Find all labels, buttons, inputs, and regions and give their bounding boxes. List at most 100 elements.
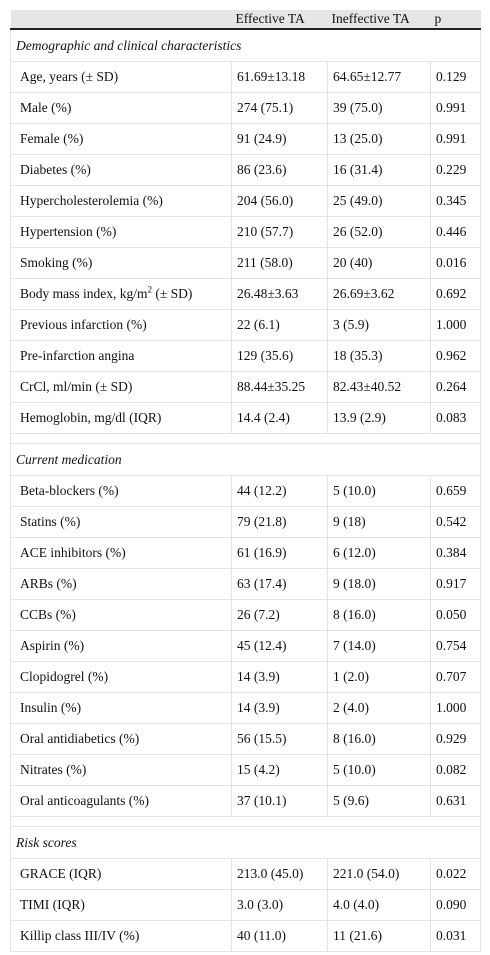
ineffective-ta-value: 16 (31.4) — [327, 154, 431, 186]
effective-ta-value: 15 (4.2) — [231, 754, 328, 786]
p-value: 0.692 — [430, 278, 481, 310]
effective-ta-value: 91 (24.9) — [231, 123, 328, 155]
table-row: Nitrates (%) 15 (4.2) 5 (10.0) 0.082 — [10, 754, 481, 786]
effective-ta-value: 88.44±35.25 — [231, 371, 328, 403]
p-value: 0.991 — [430, 123, 481, 155]
row-label: Hypercholesterolemia (%) — [20, 193, 163, 208]
table-row: Hypercholesterolemia (%) 204 (56.0) 25 (49… — [10, 185, 481, 217]
row-label-cell: Killip class III/IV (%) — [10, 920, 232, 952]
effective-ta-value: 40 (11.0) — [231, 920, 328, 952]
p-value: 0.050 — [430, 599, 481, 631]
ineffective-ta-value: 9 (18.0) — [327, 568, 431, 600]
spacer-cell — [10, 816, 481, 827]
ineffective-ta-value: 39 (75.0) — [327, 92, 431, 124]
p-value: 0.929 — [430, 723, 481, 755]
row-label: Aspirin (%) — [20, 638, 85, 653]
effective-ta-value: 56 (15.5) — [231, 723, 328, 755]
table-row: ACE inhibitors (%) 61 (16.9) 6 (12.0) 0.384 — [10, 537, 481, 569]
table-row: Statins (%) 79 (21.8) 9 (18) 0.542 — [10, 506, 481, 538]
row-label-cell: Hemoglobin, mg/dl (IQR) — [10, 402, 232, 434]
row-label: Killip class III/IV (%) — [20, 928, 140, 943]
row-label: Pre-infarction angina — [20, 348, 135, 363]
ineffective-ta-value: 6 (12.0) — [327, 537, 431, 569]
effective-ta-value: 26.48±3.63 — [231, 278, 328, 310]
p-value: 0.264 — [430, 371, 481, 403]
effective-ta-value: 86 (23.6) — [231, 154, 328, 186]
ineffective-ta-value: 4.0 (4.0) — [327, 889, 431, 921]
effective-ta-value: 204 (56.0) — [231, 185, 328, 217]
ineffective-ta-value: 26 (52.0) — [327, 216, 431, 248]
ineffective-ta-value: 8 (16.0) — [327, 599, 431, 631]
row-label: CrCl, ml/min (± SD) — [20, 379, 133, 394]
ineffective-ta-value: 3 (5.9) — [327, 309, 431, 341]
table-row: Hemoglobin, mg/dl (IQR) 14.4 (2.4) 13.9 (2… — [10, 402, 481, 434]
table-row: Body mass index, kg/m2 (± SD) 26.48±3.63 2… — [10, 278, 481, 310]
section-header-row: Risk scores — [10, 826, 481, 859]
effective-ta-value: 26 (7.2) — [231, 599, 328, 631]
p-value: 0.083 — [430, 402, 481, 434]
p-value: 0.991 — [430, 92, 481, 124]
table-row: Male (%) 274 (75.1) 39 (75.0) 0.991 — [10, 92, 481, 124]
effective-ta-value: 129 (35.6) — [231, 340, 328, 372]
ineffective-ta-value: 5 (9.6) — [327, 785, 431, 817]
p-value: 0.446 — [430, 216, 481, 248]
table-row: Beta-blockers (%) 44 (12.2) 5 (10.0) 0.659 — [10, 475, 481, 507]
effective-ta-value: 61 (16.9) — [231, 537, 328, 569]
row-label: Nitrates (%) — [20, 762, 87, 777]
table-row: CCBs (%) 26 (7.2) 8 (16.0) 0.050 — [10, 599, 481, 631]
row-label: GRACE (IQR) — [20, 866, 102, 881]
row-label: Male (%) — [20, 100, 72, 115]
ineffective-ta-value: 26.69±3.62 — [327, 278, 431, 310]
row-label-cell: Male (%) — [10, 92, 232, 124]
row-label: Statins (%) — [20, 514, 81, 529]
row-label-cell: CrCl, ml/min (± SD) — [10, 371, 232, 403]
p-value: 0.031 — [430, 920, 481, 952]
ineffective-ta-value: 221.0 (54.0) — [327, 858, 431, 890]
table-row: GRACE (IQR) 213.0 (45.0) 221.0 (54.0) 0.022 — [10, 858, 481, 890]
spacer-cell — [10, 433, 481, 444]
p-value: 0.345 — [430, 185, 481, 217]
p-value: 0.082 — [430, 754, 481, 786]
table-row: Age, years (± SD) 61.69±13.18 64.65±12.77 0… — [10, 61, 481, 93]
table-row: Female (%) 91 (24.9) 13 (25.0) 0.991 — [10, 123, 481, 155]
header-ineffective-ta: Ineffective TA — [327, 10, 431, 30]
ineffective-ta-value: 5 (10.0) — [327, 475, 431, 507]
row-label: Body mass index, kg/m — [20, 286, 148, 301]
section-title: Current medication — [10, 443, 481, 476]
effective-ta-value: 14.4 (2.4) — [231, 402, 328, 434]
row-label-cell: ACE inhibitors (%) — [10, 537, 232, 569]
row-label: Smoking (%) — [20, 255, 93, 270]
section-header-row: Current medication — [10, 443, 481, 476]
effective-ta-value: 211 (58.0) — [231, 247, 328, 279]
ineffective-ta-value: 7 (14.0) — [327, 630, 431, 662]
ineffective-ta-value: 11 (21.6) — [327, 920, 431, 952]
row-label-cell: Smoking (%) — [10, 247, 232, 279]
effective-ta-value: 44 (12.2) — [231, 475, 328, 507]
p-value: 0.016 — [430, 247, 481, 279]
header-row: Effective TA Ineffective TA p — [10, 10, 481, 30]
p-value: 0.090 — [430, 889, 481, 921]
header-effective-ta: Effective TA — [231, 10, 328, 30]
p-value: 1.000 — [430, 692, 481, 724]
table-row: Smoking (%) 211 (58.0) 20 (40) 0.016 — [10, 247, 481, 279]
row-label: Female (%) — [20, 131, 84, 146]
effective-ta-value: 79 (21.8) — [231, 506, 328, 538]
row-label-cell: Oral anticoagulants (%) — [10, 785, 232, 817]
ineffective-ta-value: 64.65±12.77 — [327, 61, 431, 93]
row-label-cell: Hypercholesterolemia (%) — [10, 185, 232, 217]
ineffective-ta-value: 2 (4.0) — [327, 692, 431, 724]
row-label-cell: Previous infarction (%) — [10, 309, 232, 341]
table-header: Effective TA Ineffective TA p — [10, 10, 481, 30]
row-label: ARBs (%) — [20, 576, 77, 591]
table-row: TIMI (IQR) 3.0 (3.0) 4.0 (4.0) 0.090 — [10, 889, 481, 921]
row-label-cell: Nitrates (%) — [10, 754, 232, 786]
table-row: ARBs (%) 63 (17.4) 9 (18.0) 0.917 — [10, 568, 481, 600]
effective-ta-value: 63 (17.4) — [231, 568, 328, 600]
section-title: Demographic and clinical characteristics — [10, 28, 481, 62]
effective-ta-value: 14 (3.9) — [231, 692, 328, 724]
row-label: Previous infarction (%) — [20, 317, 147, 332]
row-label-cell: Female (%) — [10, 123, 232, 155]
effective-ta-value: 22 (6.1) — [231, 309, 328, 341]
header-label-column — [10, 10, 232, 30]
row-label: Oral anticoagulants (%) — [20, 793, 149, 808]
